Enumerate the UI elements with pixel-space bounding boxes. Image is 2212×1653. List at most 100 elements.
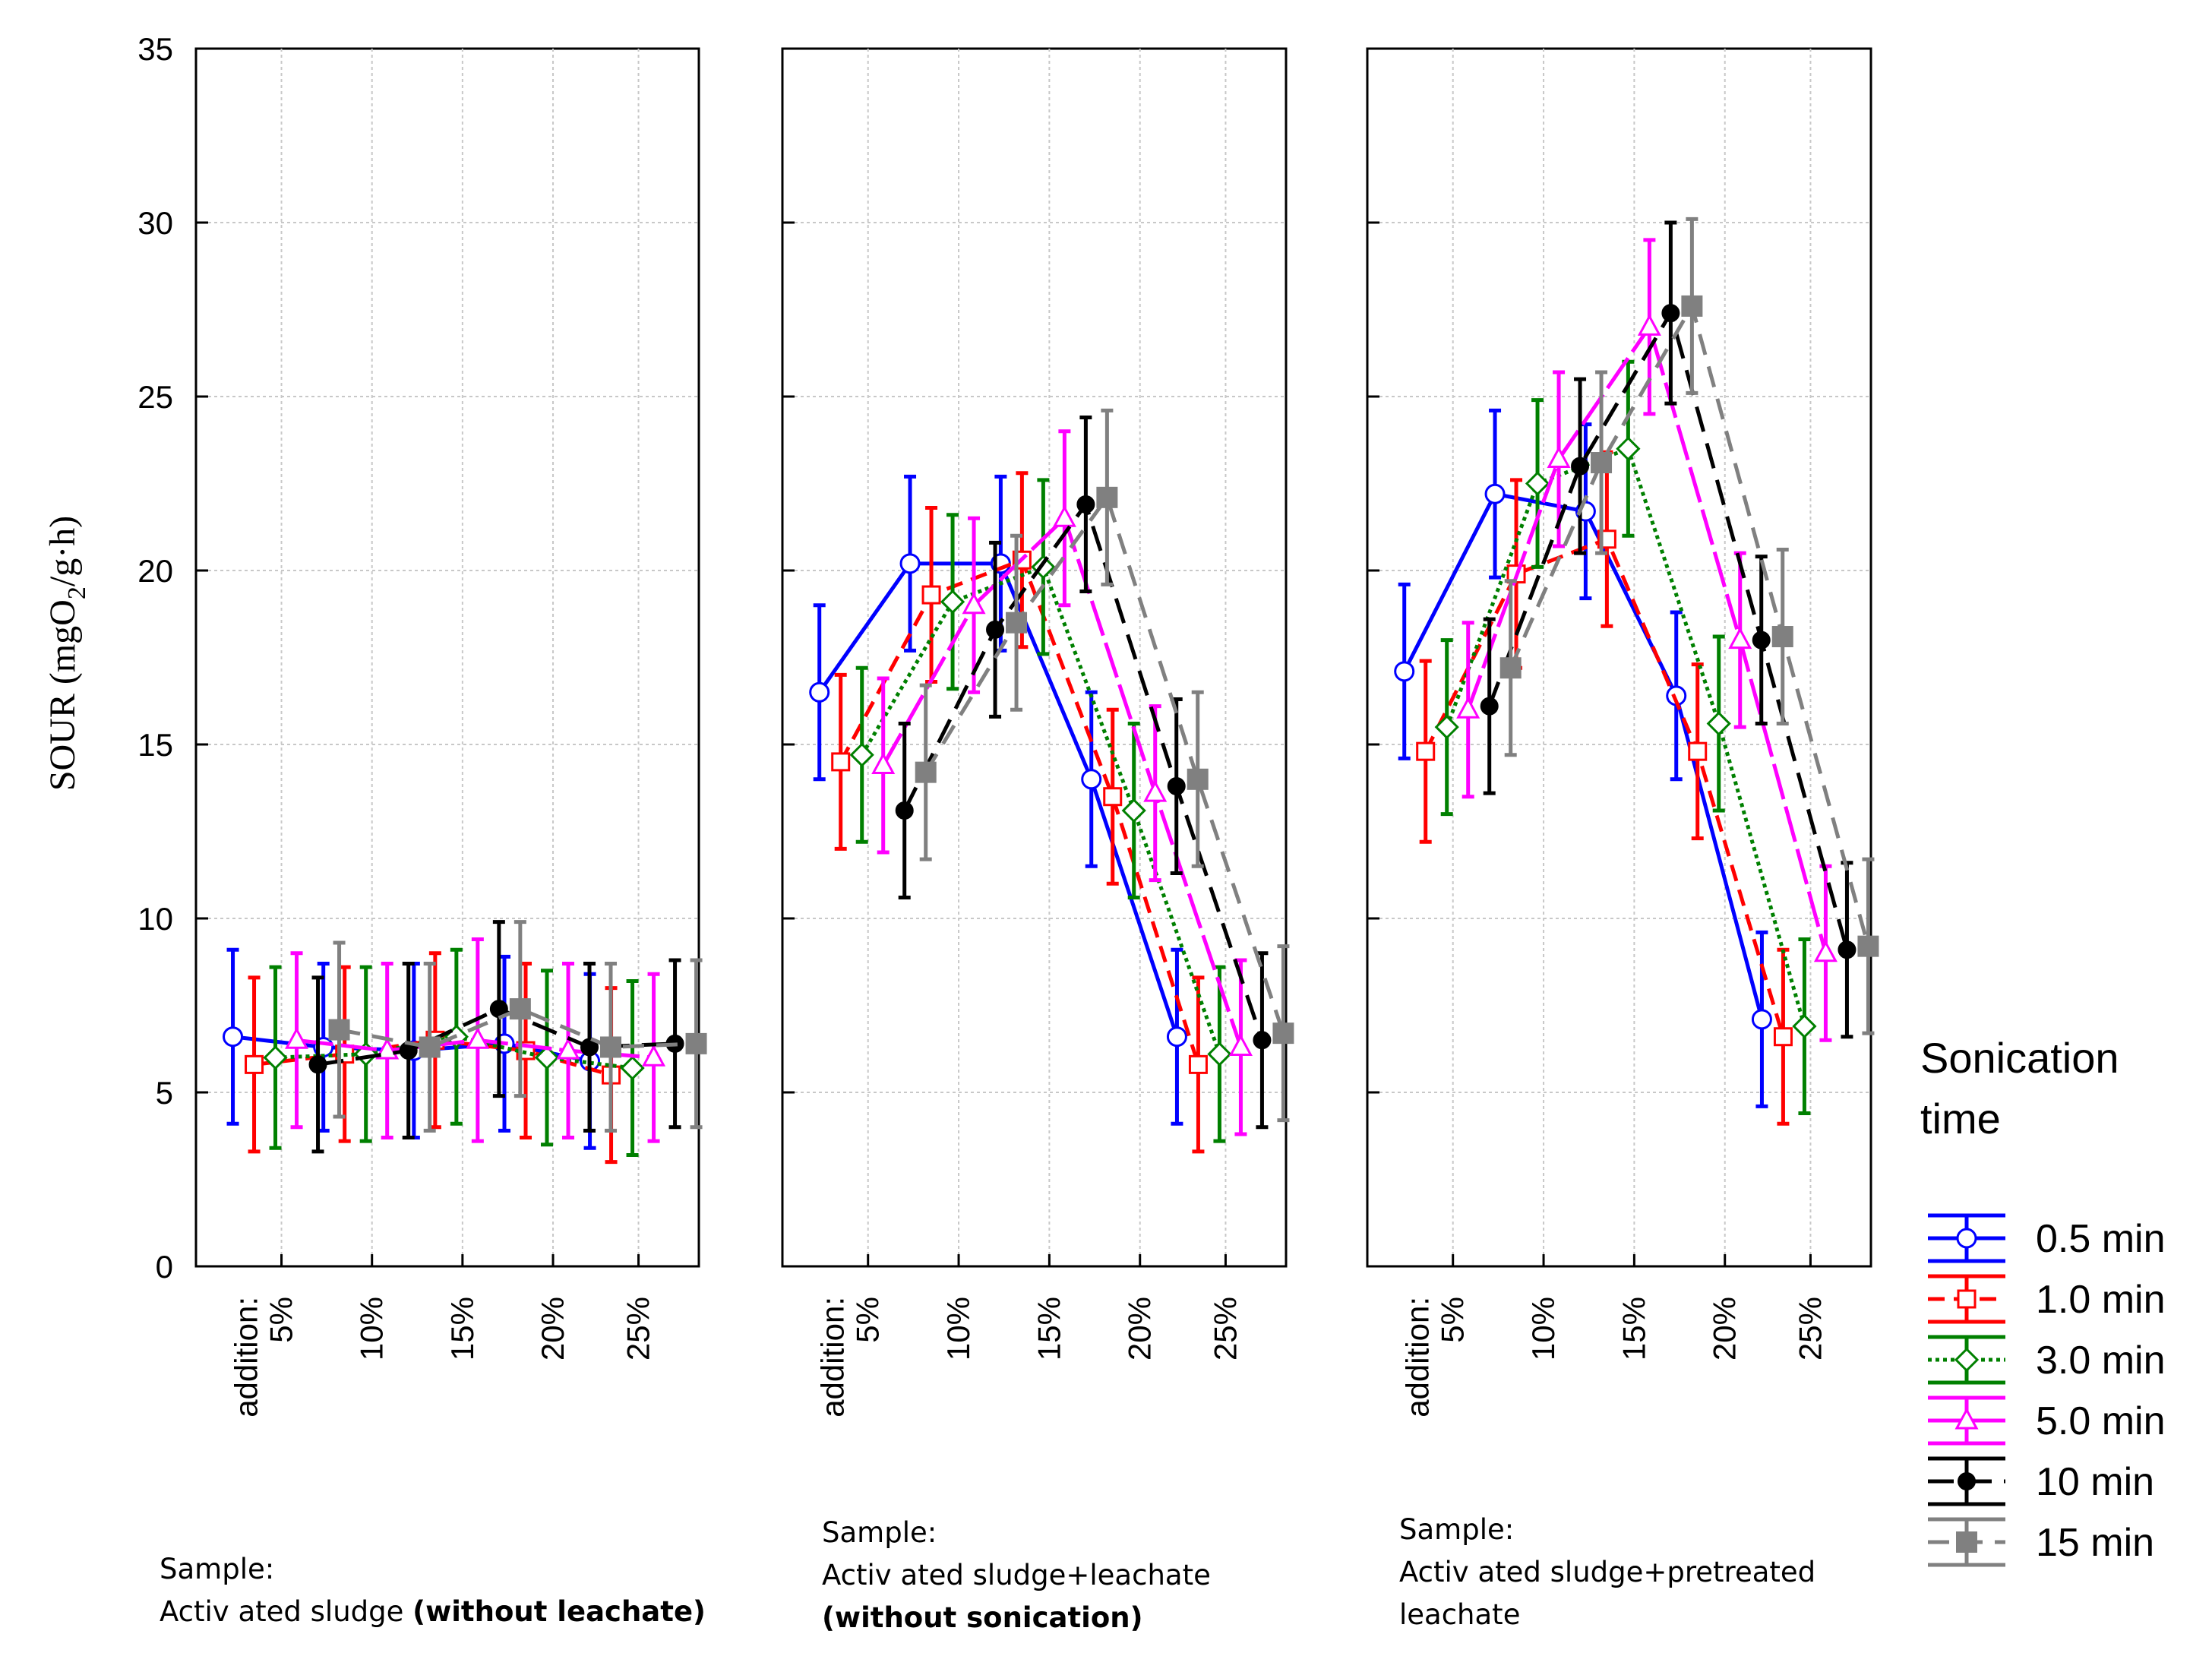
series-3_0-min (849, 478, 1232, 1143)
y-tick-label: 10 (137, 901, 173, 937)
panel-2: 5% 10% 15% 20% 25% addition: Sample: Activ ated… (781, 47, 1294, 1634)
data-point (1773, 1027, 1793, 1047)
data-point (1456, 697, 1480, 719)
plot-frame (1366, 47, 1872, 1268)
data-point (1661, 304, 1680, 323)
data-point (1752, 631, 1771, 650)
x-tick-label: 20% (1707, 1297, 1743, 1361)
data-point (620, 1055, 645, 1081)
data-point (1272, 1022, 1294, 1045)
caption-line-3: (without sonication) (822, 1601, 1143, 1634)
data-point (263, 1045, 288, 1070)
data-point (986, 620, 1005, 639)
data-point (685, 1032, 707, 1054)
series-line (924, 493, 1285, 1034)
data-point (921, 585, 941, 605)
data-point (580, 1038, 599, 1057)
data-point (1957, 1289, 1977, 1309)
legend-label: 1.0 min (2036, 1278, 2166, 1322)
x-tick-label: 15% (444, 1297, 480, 1361)
y-tick-label: 15 (137, 727, 173, 763)
data-point (1121, 798, 1146, 823)
data-point (223, 1026, 244, 1048)
data-point (915, 761, 937, 783)
y-axis-label: SOUR (mgO2/g·h) (43, 516, 91, 791)
x-tick-label: 5% (850, 1297, 886, 1343)
series-0_5-min (1394, 408, 1772, 1108)
data-point (1103, 787, 1123, 807)
x-tick-label: 10% (1525, 1297, 1561, 1361)
data-point (1076, 495, 1095, 514)
caption-line-3-text: leachate (1399, 1598, 1520, 1631)
data-point (328, 1019, 350, 1041)
series-3_0-min (1434, 359, 1817, 1115)
data-point (419, 1036, 441, 1058)
series-1_0-min (1416, 450, 1793, 1126)
data-point (1434, 714, 1459, 740)
data-point (1167, 776, 1186, 795)
x-tick-label: 10% (940, 1297, 976, 1361)
series-0_5-min (809, 474, 1187, 1126)
legend: Sonication time 0.5 min 1.0 min 3.0 min 5.0… (1920, 1034, 2166, 1567)
x-tick-label: 20% (1122, 1297, 1158, 1361)
data-point (1394, 661, 1415, 682)
data-point (1253, 1031, 1272, 1050)
y-tick-label: 35 (137, 31, 173, 67)
legend-entry: 5.0 min (1928, 1395, 2166, 1446)
data-point (642, 1045, 666, 1067)
x-tick-label: 25% (1207, 1297, 1243, 1361)
caption-line-2-bold: (without leachate) (412, 1595, 706, 1628)
y-tick-label: 20 (137, 553, 173, 589)
x-tick-label: 5% (1435, 1297, 1471, 1343)
series-5_0-min (1456, 238, 1838, 1042)
caption-line-2-text: Activ ated sludge (160, 1595, 412, 1628)
series-line (1402, 491, 1764, 1020)
series-1_0-min (831, 471, 1208, 1154)
data-point (1207, 1041, 1232, 1067)
data-point (600, 1036, 622, 1058)
y-tick-label: 25 (137, 379, 173, 415)
data-point (1728, 627, 1752, 650)
data-point (1954, 1407, 1979, 1430)
panel-1: 5% 10% 15% 20% 25% addition: Sample: Activ ated… (160, 47, 707, 1628)
y-tick-label: 0 (156, 1249, 173, 1285)
legend-title-line1: Sonication (1920, 1034, 2119, 1082)
data-point (1525, 471, 1550, 496)
caption-line-1: Sample: (160, 1553, 274, 1585)
data-point (285, 1027, 309, 1049)
x-tick-label: 5% (264, 1297, 299, 1343)
data-point (1751, 1009, 1772, 1030)
data-point (962, 592, 986, 615)
series-line (1509, 301, 1870, 947)
series-15-min (328, 920, 707, 1133)
legend-label: 5.0 min (2036, 1399, 2166, 1443)
data-point (1591, 452, 1613, 474)
caption-line-2: Activ ated sludge+leachate (822, 1559, 1211, 1591)
x-tick-label: 25% (1792, 1297, 1828, 1361)
data-point (1096, 486, 1118, 508)
data-point (534, 1045, 560, 1070)
data-point (1706, 711, 1731, 736)
series-5_0-min (285, 937, 666, 1143)
legend-entry: 1.0 min (1928, 1274, 2166, 1324)
series-15-min (1499, 217, 1879, 1035)
series-line (339, 1007, 697, 1050)
caption-line-3: leachate (1399, 1598, 1520, 1631)
caption-line-3-bold: (without sonication) (822, 1601, 1143, 1634)
legend-entry: 10 min (1928, 1456, 2154, 1506)
series-line (1424, 536, 1785, 1038)
data-point (1480, 697, 1499, 716)
legend-label: 3.0 min (2036, 1339, 2166, 1383)
legend-label: 0.5 min (2036, 1217, 2166, 1261)
data-point (1547, 446, 1571, 468)
data-point (1052, 505, 1076, 527)
data-point (1637, 314, 1661, 336)
data-point (899, 553, 921, 574)
series-line (860, 564, 1221, 1055)
caption-line-1: Sample: (822, 1516, 937, 1549)
caption-line-2-text: Activ ated sludge+pretreated (1399, 1556, 1815, 1588)
data-point (895, 801, 914, 820)
data-point (1681, 295, 1703, 317)
series-10-min (895, 415, 1272, 1130)
x-axis-prefix: addition: (1400, 1297, 1436, 1418)
